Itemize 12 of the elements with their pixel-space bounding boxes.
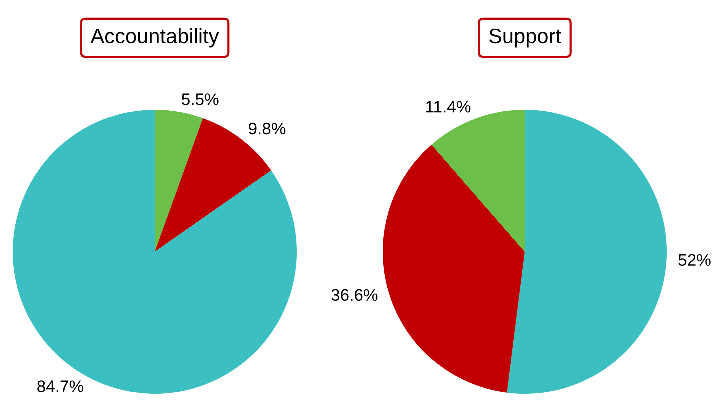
data-label: 36.6% xyxy=(332,289,378,302)
chart-title: Support xyxy=(489,28,562,48)
data-label: 11.4% xyxy=(426,101,471,113)
pie-slice xyxy=(383,144,525,393)
pie-slice xyxy=(155,110,204,252)
data-label: 84.7% xyxy=(38,380,84,392)
pie-slice xyxy=(507,110,667,394)
chart-title: Accountability xyxy=(90,28,220,48)
pie-slice xyxy=(13,110,297,394)
data-label: 9.8% xyxy=(249,122,286,135)
data-label: 5.5% xyxy=(182,94,219,106)
data-label: 52% xyxy=(678,254,711,266)
